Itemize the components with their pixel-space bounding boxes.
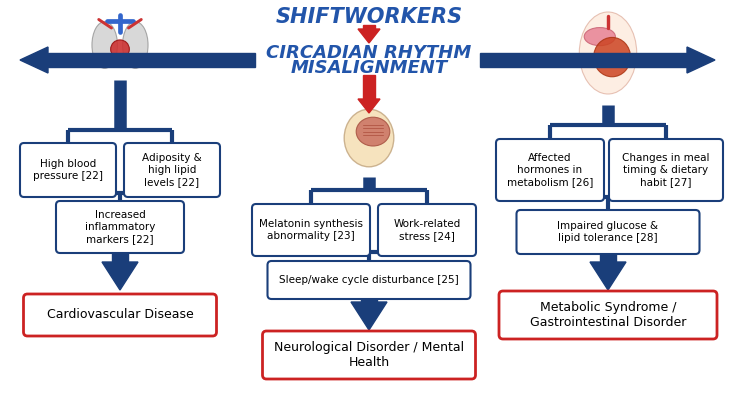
Polygon shape bbox=[480, 53, 687, 67]
Polygon shape bbox=[20, 47, 48, 73]
FancyBboxPatch shape bbox=[124, 143, 220, 197]
Polygon shape bbox=[363, 25, 375, 29]
Text: Increased
inflammatory
markers [22]: Increased inflammatory markers [22] bbox=[85, 210, 155, 244]
FancyBboxPatch shape bbox=[378, 204, 476, 256]
Polygon shape bbox=[48, 53, 255, 67]
Ellipse shape bbox=[123, 22, 148, 68]
Text: Impaired glucose &
lipid tolerance [28]: Impaired glucose & lipid tolerance [28] bbox=[557, 221, 658, 243]
Text: MISALIGNMENT: MISALIGNMENT bbox=[291, 59, 447, 77]
FancyBboxPatch shape bbox=[24, 294, 216, 336]
Text: CIRCADIAN RHYTHM: CIRCADIAN RHYTHM bbox=[266, 44, 472, 62]
FancyBboxPatch shape bbox=[263, 331, 475, 379]
Text: Work-related
stress [24]: Work-related stress [24] bbox=[393, 219, 461, 241]
Ellipse shape bbox=[579, 12, 637, 94]
Polygon shape bbox=[600, 250, 616, 262]
Text: Melatonin synthesis
abnormality [23]: Melatonin synthesis abnormality [23] bbox=[259, 219, 363, 241]
Ellipse shape bbox=[356, 117, 390, 146]
Polygon shape bbox=[351, 302, 387, 330]
Text: Affected
hormones in
metabolism [26]: Affected hormones in metabolism [26] bbox=[507, 154, 593, 187]
Polygon shape bbox=[590, 262, 626, 290]
FancyBboxPatch shape bbox=[517, 210, 700, 254]
Ellipse shape bbox=[111, 40, 129, 59]
Text: SHIFTWORKERS: SHIFTWORKERS bbox=[275, 7, 463, 27]
Polygon shape bbox=[363, 75, 375, 99]
FancyBboxPatch shape bbox=[496, 139, 604, 201]
FancyBboxPatch shape bbox=[252, 204, 370, 256]
Text: High blood
pressure [22]: High blood pressure [22] bbox=[33, 159, 103, 181]
FancyBboxPatch shape bbox=[20, 143, 116, 197]
FancyBboxPatch shape bbox=[609, 139, 723, 201]
Text: Metabolic Syndrome /
Gastrointestinal Disorder: Metabolic Syndrome / Gastrointestinal Di… bbox=[530, 301, 686, 329]
Polygon shape bbox=[102, 262, 138, 290]
Text: Neurological Disorder / Mental
Health: Neurological Disorder / Mental Health bbox=[274, 341, 464, 369]
Ellipse shape bbox=[593, 37, 630, 77]
FancyBboxPatch shape bbox=[499, 291, 717, 339]
Polygon shape bbox=[358, 99, 380, 113]
Polygon shape bbox=[361, 295, 377, 302]
Text: Adiposity &
high lipid
levels [22]: Adiposity & high lipid levels [22] bbox=[142, 154, 202, 187]
Ellipse shape bbox=[584, 27, 615, 46]
Polygon shape bbox=[358, 29, 380, 43]
FancyBboxPatch shape bbox=[56, 201, 184, 253]
Polygon shape bbox=[687, 47, 715, 73]
Ellipse shape bbox=[92, 22, 117, 68]
Text: Changes in meal
timing & dietary
habit [27]: Changes in meal timing & dietary habit [… bbox=[622, 154, 710, 187]
Text: Sleep/wake cycle disturbance [25]: Sleep/wake cycle disturbance [25] bbox=[279, 275, 459, 285]
Text: Cardiovascular Disease: Cardiovascular Disease bbox=[46, 308, 193, 322]
Polygon shape bbox=[112, 249, 128, 262]
Ellipse shape bbox=[344, 109, 394, 167]
FancyBboxPatch shape bbox=[267, 261, 471, 299]
